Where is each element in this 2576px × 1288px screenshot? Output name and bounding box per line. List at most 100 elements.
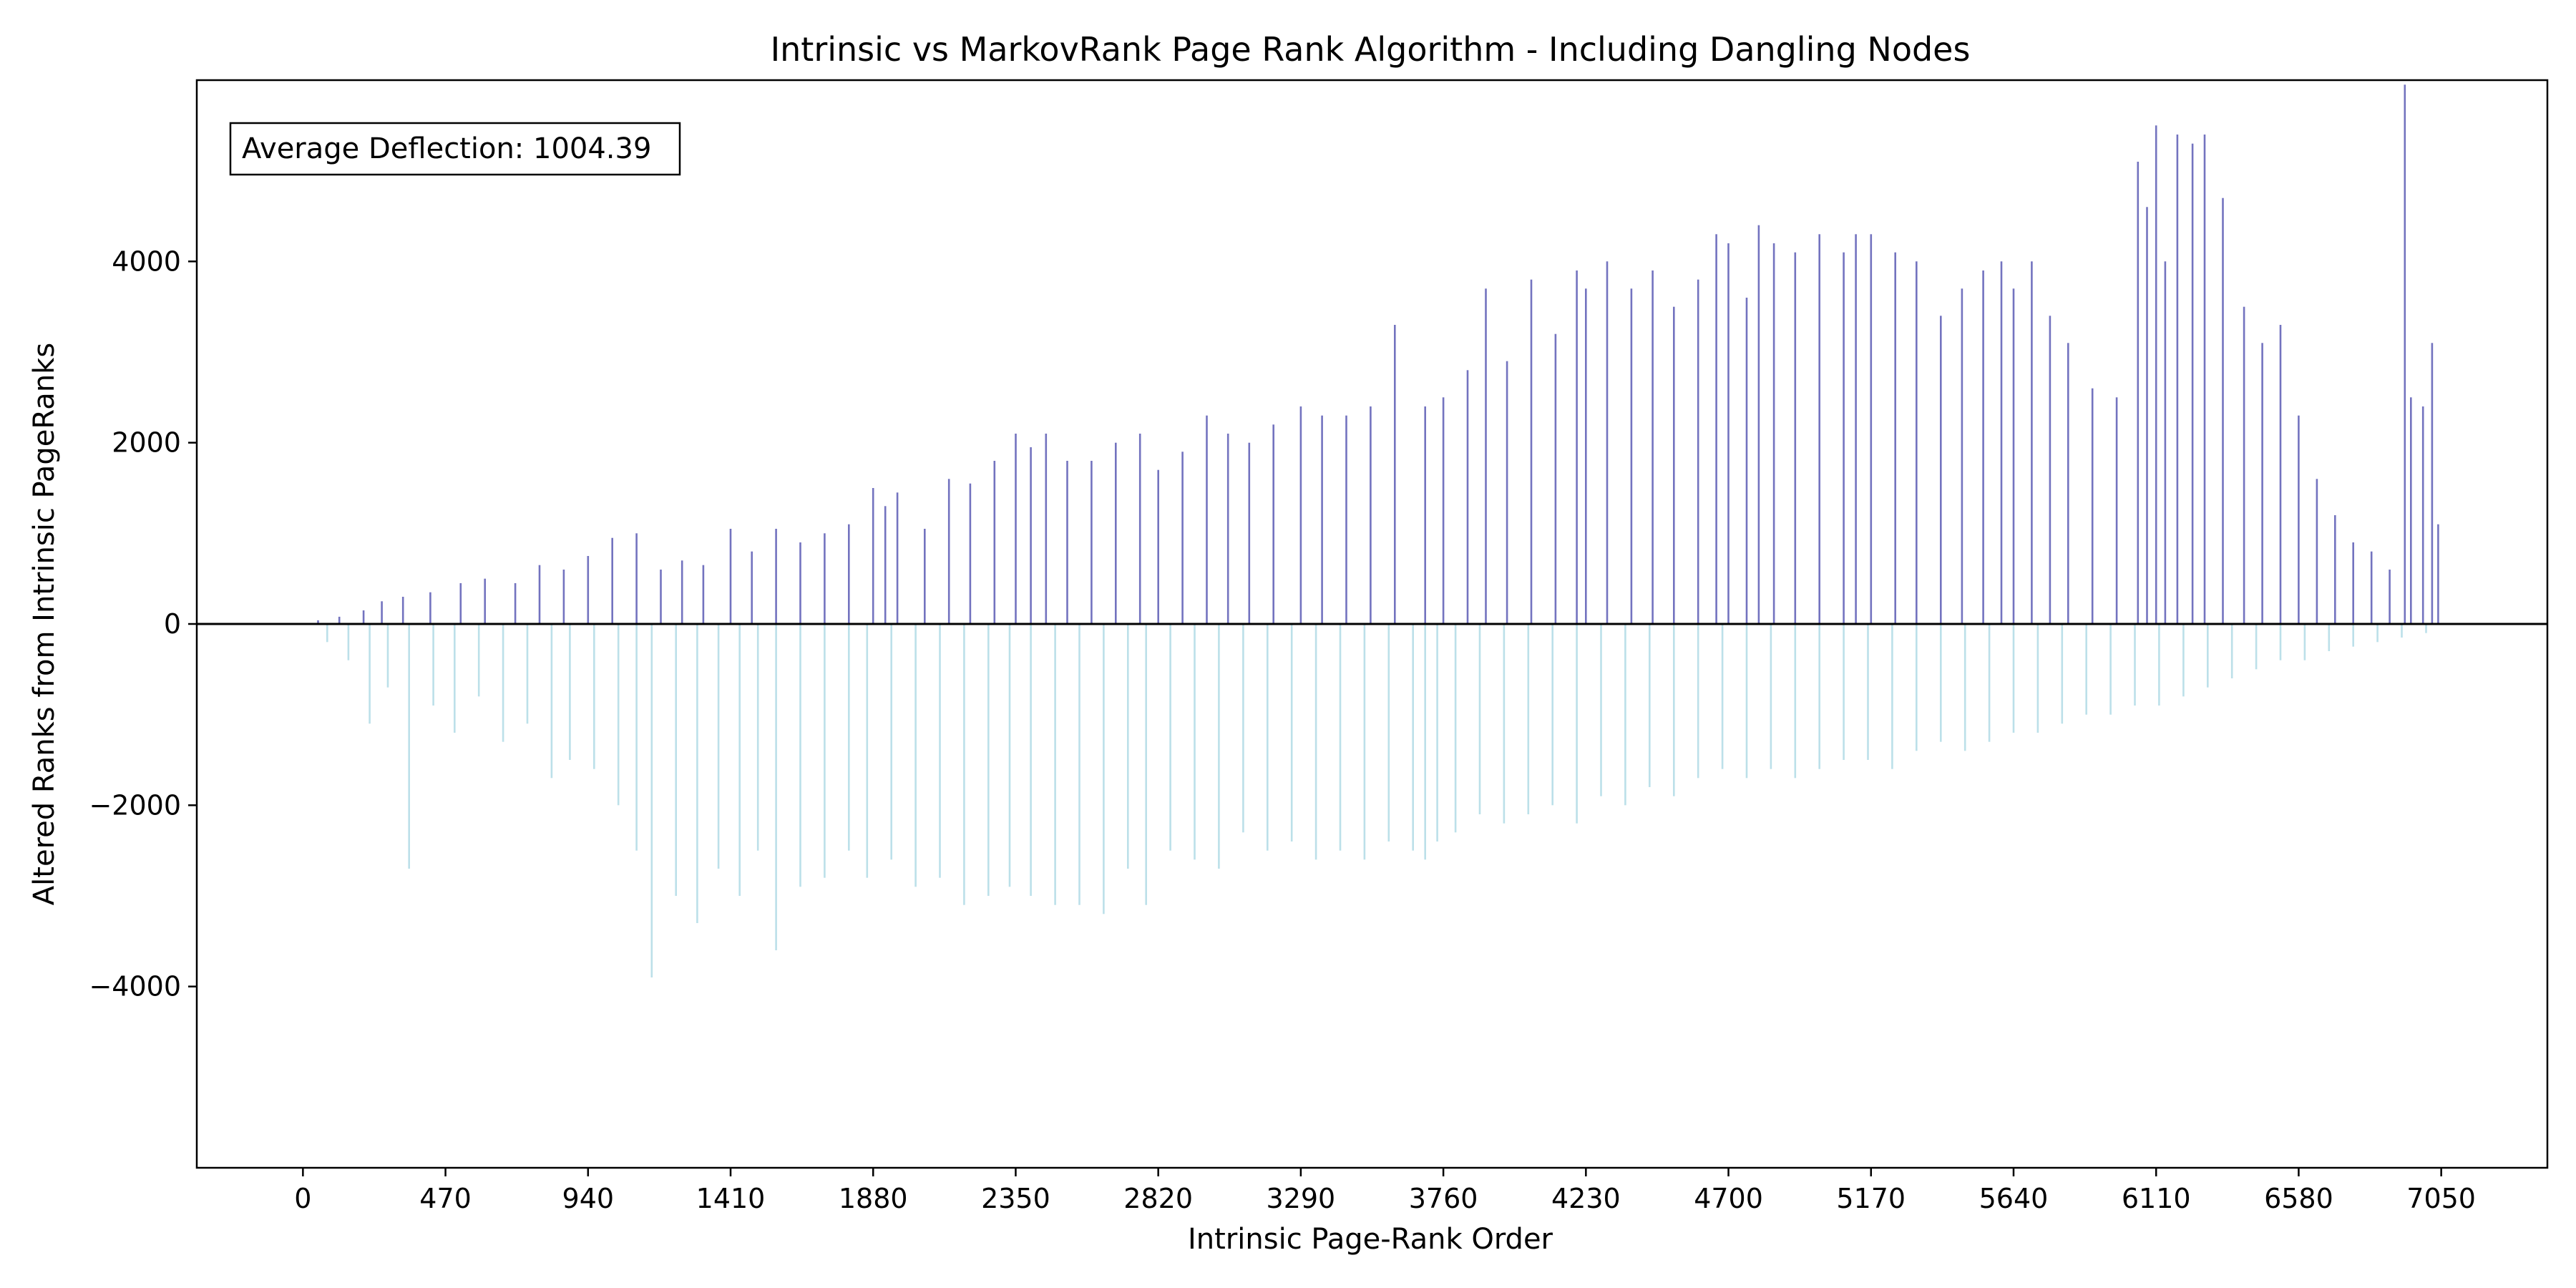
- positive-bar: [2191, 143, 2194, 624]
- x-tick-label: 6580: [2264, 1183, 2333, 1214]
- positive-bar: [1424, 406, 1426, 624]
- x-tick-label: 1410: [696, 1183, 766, 1214]
- positive-bar: [660, 570, 662, 624]
- negative-bar: [1363, 624, 1366, 860]
- positive-bar: [2370, 551, 2373, 624]
- positive-bar: [1916, 261, 1918, 624]
- positive-bar: [1576, 270, 1578, 624]
- positive-bar: [1818, 234, 1820, 624]
- annotation-box: Average Deflection: 1004.39: [229, 122, 681, 176]
- positive-bar: [1940, 316, 1942, 624]
- negative-bar: [369, 624, 371, 724]
- positive-bar: [884, 506, 887, 624]
- positive-bar: [1982, 270, 1984, 624]
- negative-bar: [1745, 624, 1748, 779]
- negative-bar: [1673, 624, 1675, 796]
- positive-bar: [2316, 479, 2318, 624]
- positive-bar: [1442, 397, 1445, 624]
- x-axis: 0 470 940 1410 1880 2350 2820 3290 3760 4230 4700 5…: [294, 1168, 2476, 1214]
- positive-bar: [1585, 288, 1587, 624]
- negative-bar: [914, 624, 917, 887]
- x-tick-label: 0: [294, 1183, 311, 1214]
- positive-bars: [317, 84, 2439, 625]
- positive-bar: [2334, 515, 2336, 624]
- negative-bar: [593, 624, 595, 769]
- positive-bar: [1745, 298, 1748, 624]
- positive-bar: [2000, 261, 2003, 624]
- positive-bar: [1870, 234, 1873, 624]
- negative-bar: [502, 624, 504, 742]
- negative-bar: [1916, 624, 1918, 751]
- positive-bar: [2164, 261, 2167, 624]
- negative-bar: [1940, 624, 1942, 742]
- positive-bar: [1466, 370, 1469, 624]
- positive-bar: [1772, 243, 1775, 624]
- positive-bar: [317, 620, 319, 624]
- negative-bar: [1194, 624, 1196, 860]
- negative-bar: [1454, 624, 1457, 833]
- positive-bar: [2279, 325, 2282, 624]
- negative-bar: [1503, 624, 1506, 824]
- y-tick-label: −2000: [89, 789, 181, 821]
- negative-bar: [635, 624, 638, 851]
- positive-bar: [751, 551, 753, 624]
- positive-bar: [1715, 234, 1717, 624]
- positive-bar: [1115, 442, 1117, 624]
- negative-bar: [569, 624, 571, 760]
- negative-bar: [717, 624, 720, 869]
- negative-bar: [2352, 624, 2354, 647]
- positive-bar: [1299, 406, 1302, 624]
- negative-bar: [2401, 624, 2403, 638]
- positive-bar: [1370, 406, 1372, 624]
- negative-bar: [1576, 624, 1578, 824]
- negative-bar: [2303, 624, 2306, 660]
- negative-bar: [987, 624, 990, 896]
- positive-bar: [2146, 207, 2148, 624]
- positive-bar: [1091, 461, 1093, 624]
- positive-bar: [2203, 135, 2206, 624]
- positive-bar: [2437, 524, 2439, 624]
- negative-bar: [1145, 624, 1147, 905]
- positive-bar: [2067, 343, 2069, 624]
- positive-bar: [2389, 570, 2391, 624]
- negative-bar: [526, 624, 529, 724]
- negative-bar: [1242, 624, 1244, 833]
- positive-bar: [2137, 162, 2140, 624]
- positive-bar: [587, 556, 590, 624]
- negative-bar: [1169, 624, 1171, 851]
- average-deflection-text: Average Deflection: 1004.39: [242, 132, 651, 165]
- x-tick-label: 940: [562, 1183, 615, 1214]
- positive-bar: [1554, 333, 1557, 624]
- negative-bar: [408, 624, 410, 869]
- positive-bar: [2261, 343, 2263, 624]
- positive-bar: [1961, 288, 1963, 624]
- positive-bar: [2012, 288, 2015, 624]
- positive-bar: [2243, 306, 2245, 624]
- negative-bar: [2376, 624, 2379, 643]
- negative-bar: [890, 624, 892, 860]
- negative-bar: [1314, 624, 1317, 860]
- positive-bar: [2031, 261, 2033, 624]
- positive-bar: [1206, 415, 1208, 624]
- positive-bar: [824, 533, 826, 624]
- negative-bar: [1424, 624, 1426, 860]
- positive-bar: [2176, 135, 2179, 624]
- positive-bar: [872, 488, 874, 624]
- positive-bar: [799, 542, 801, 624]
- negative-bar: [1527, 624, 1530, 814]
- x-tick-label: 470: [419, 1183, 472, 1214]
- negative-bar: [1721, 624, 1724, 769]
- negative-bar: [1867, 624, 1869, 760]
- positive-bar: [680, 560, 683, 624]
- positive-bar: [1345, 415, 1347, 624]
- negative-bar: [650, 624, 653, 977]
- positive-bar: [1248, 442, 1251, 624]
- positive-bar: [1138, 434, 1141, 624]
- negative-bar: [675, 624, 677, 896]
- negative-bar: [1008, 624, 1011, 887]
- negative-bar: [775, 624, 777, 950]
- negative-bars: [326, 624, 2427, 977]
- negative-bar: [1267, 624, 1269, 851]
